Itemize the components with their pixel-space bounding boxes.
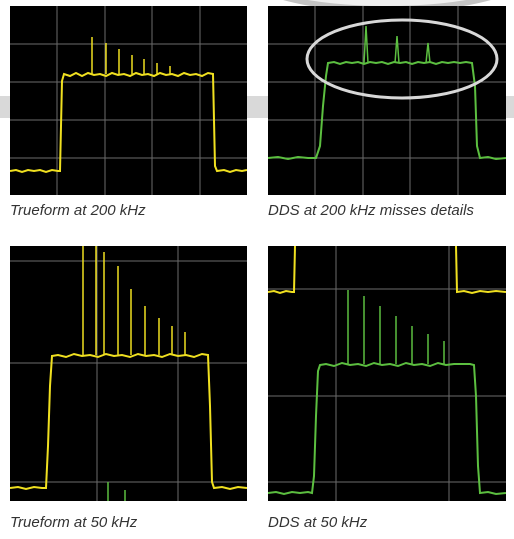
caption-dds-200khz: DDS at 200 kHz misses details: [268, 202, 474, 219]
scope-trace-trueform-200khz: [10, 6, 247, 195]
scope-screen-trueform-50khz: [10, 246, 247, 501]
waveform-trace: [268, 361, 506, 496]
spur-lines: [82, 246, 186, 355]
waveform-trace: [268, 60, 506, 161]
scope-trace-trueform-50khz: [10, 246, 247, 501]
yellow-reference-trace: [268, 246, 506, 295]
scope-trace-dds-200khz: [268, 6, 506, 195]
scope-trace-dds-50khz: [268, 246, 506, 501]
caption-dds-50khz: DDS at 50 kHz: [268, 514, 368, 531]
spur-lines: [91, 37, 171, 74]
grid-lines: [10, 6, 247, 195]
grid-lines: [268, 246, 506, 501]
scope-screen-trueform-200khz: [10, 6, 247, 195]
scope-screen-dds-50khz: [268, 246, 506, 501]
caption-trueform-50khz: Trueform at 50 kHz: [10, 514, 138, 531]
waveform-trace: [10, 71, 247, 174]
grid-lines: [268, 6, 506, 195]
grid-lines: [10, 246, 247, 501]
waveform-trace: [10, 352, 247, 491]
highlight-ellipse: [305, 18, 499, 100]
scope-screen-dds-200khz: [268, 6, 506, 195]
spur-lines: [347, 290, 445, 364]
caption-trueform-200khz: Trueform at 200 kHz: [10, 202, 146, 219]
spur-lines: [363, 25, 431, 64]
bottom-spurs: [107, 482, 126, 501]
